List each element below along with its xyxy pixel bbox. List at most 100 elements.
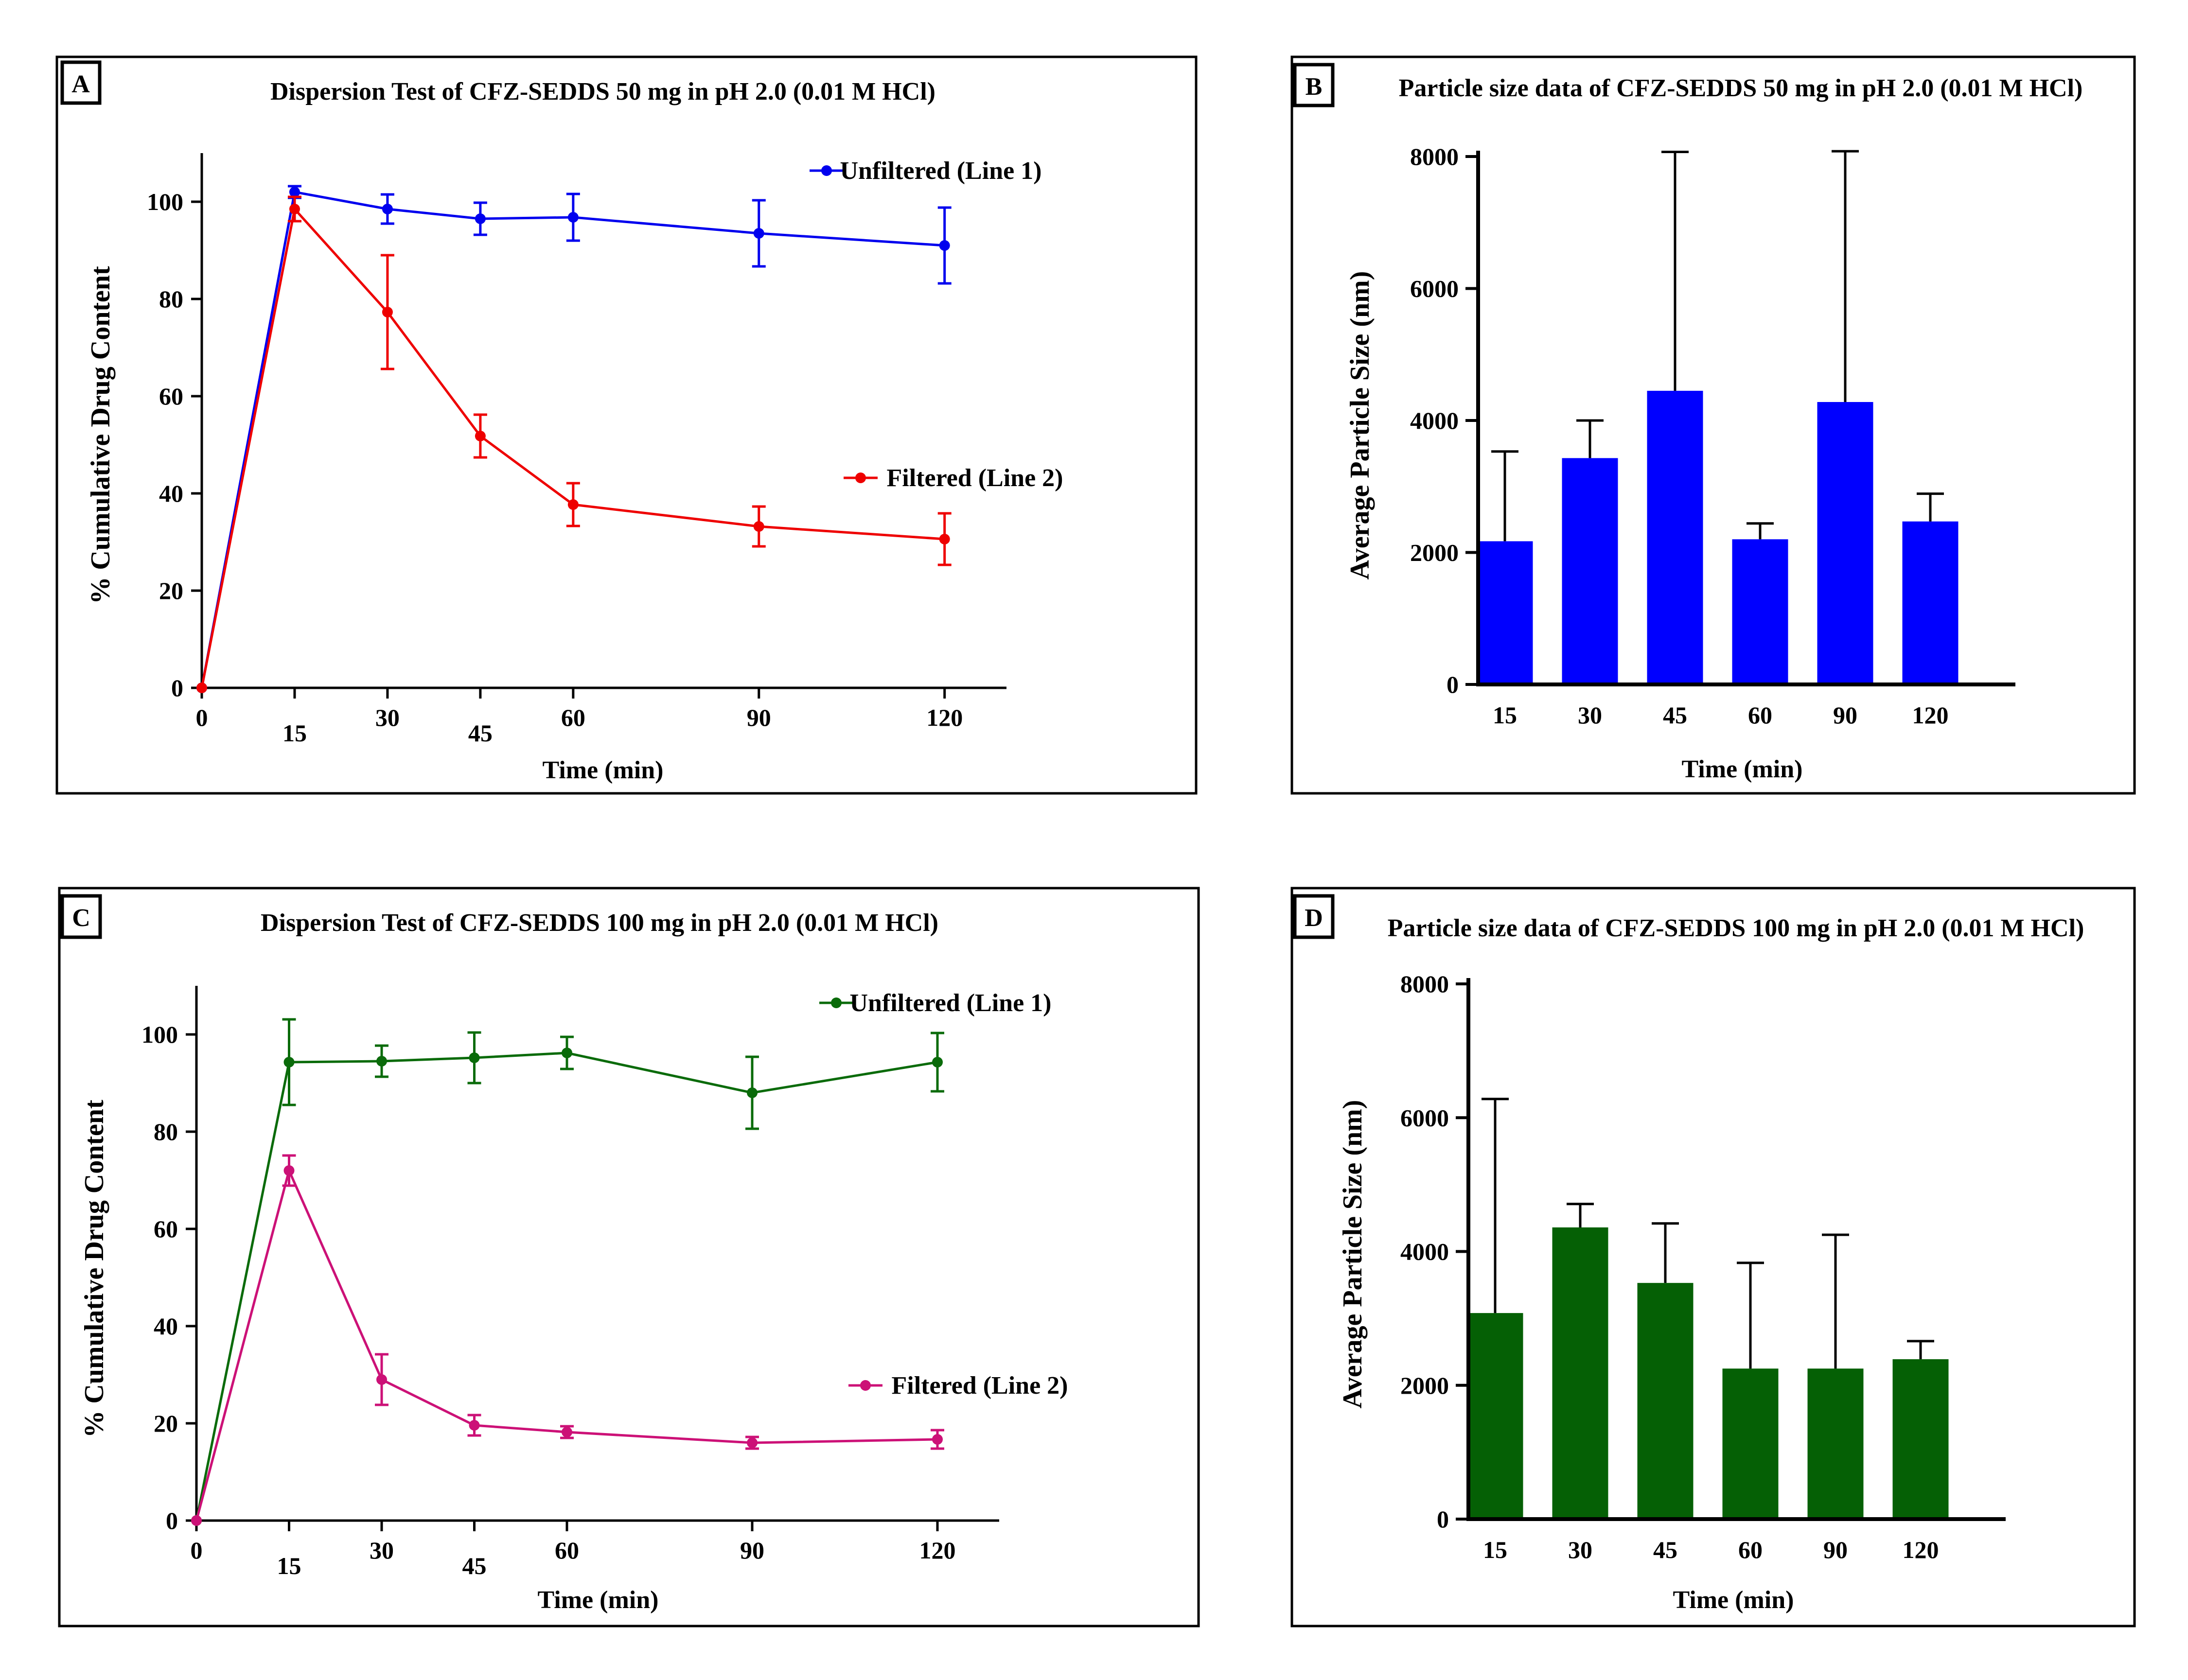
- data-point: [754, 228, 764, 239]
- x-tick-label: 120: [919, 1537, 956, 1564]
- y-tick-label: 0: [171, 674, 183, 701]
- bar: [1732, 539, 1788, 684]
- legend-label: Filtered (Line 2): [892, 1372, 1068, 1400]
- bar: [1647, 391, 1703, 684]
- bar: [1903, 522, 1959, 684]
- y-tick-label: 100: [147, 188, 183, 215]
- bar: [1477, 541, 1533, 684]
- data-point: [382, 204, 393, 214]
- x-tick-label: 60: [561, 704, 585, 731]
- bar: [1893, 1359, 1949, 1519]
- x-tick-label: 30: [370, 1537, 394, 1564]
- data-point: [568, 212, 579, 223]
- data-point: [284, 1165, 295, 1176]
- data-point: [747, 1087, 758, 1098]
- y-tick-label: 4000: [1410, 407, 1459, 434]
- x-tick-label: 15: [1493, 701, 1517, 729]
- data-point: [475, 213, 486, 224]
- data-point: [754, 521, 764, 532]
- x-tick-label: 30: [1578, 701, 1602, 729]
- legend-marker: [821, 165, 832, 176]
- x-tick-label: 30: [1568, 1536, 1592, 1563]
- x-tick-label: 60: [555, 1537, 579, 1564]
- x-tick-label: 15: [282, 719, 307, 747]
- x-tick-label: 120: [1903, 1536, 1939, 1563]
- bar: [1553, 1227, 1608, 1519]
- data-point: [939, 534, 950, 544]
- bar: [1808, 1368, 1864, 1519]
- bar: [1562, 458, 1618, 684]
- data-point: [568, 499, 579, 510]
- data-point: [475, 431, 486, 441]
- x-axis-label: Time (min): [543, 756, 664, 784]
- data-point: [562, 1048, 572, 1058]
- chart-title: Particle size data of CFZ-SEDDS 50 mg in…: [1399, 74, 2083, 102]
- x-tick-label: 60: [1748, 701, 1772, 729]
- x-tick-label: 90: [1823, 1536, 1848, 1563]
- x-tick-label: 15: [277, 1552, 301, 1579]
- bar: [1638, 1283, 1694, 1519]
- data-point: [196, 682, 207, 693]
- panel-label: B: [1306, 73, 1323, 101]
- x-axis-label: Time (min): [1682, 755, 1803, 783]
- x-tick-label: 0: [196, 704, 208, 731]
- data-point: [469, 1420, 480, 1431]
- x-tick-label: 30: [375, 704, 400, 731]
- x-tick-label: 90: [740, 1537, 764, 1564]
- y-tick-label: 0: [166, 1507, 178, 1534]
- y-tick-label: 60: [154, 1215, 178, 1242]
- legend-label: Unfiltered (Line 1): [850, 989, 1052, 1017]
- bar: [1817, 402, 1873, 684]
- panel-label: C: [72, 904, 90, 932]
- data-point: [939, 240, 950, 251]
- y-tick-label: 60: [159, 383, 183, 410]
- y-tick-label: 80: [154, 1118, 178, 1145]
- chart-title: Dispersion Test of CFZ-SEDDS 50 mg in pH…: [270, 78, 935, 105]
- y-tick-label: 0: [1447, 671, 1459, 698]
- y-tick-label: 40: [154, 1312, 178, 1340]
- x-axis-label: Time (min): [1673, 1586, 1794, 1614]
- y-tick-label: 80: [159, 285, 183, 313]
- x-axis-label: Time (min): [538, 1586, 659, 1614]
- y-tick-label: 2000: [1400, 1372, 1449, 1399]
- x-tick-label: 45: [1653, 1536, 1677, 1563]
- y-tick-label: 2000: [1410, 539, 1459, 566]
- legend-marker: [855, 472, 866, 483]
- y-tick-label: 8000: [1410, 143, 1459, 170]
- chart-title: Dispersion Test of CFZ-SEDDS 100 mg in p…: [261, 909, 938, 937]
- data-point: [469, 1052, 480, 1063]
- data-point: [191, 1515, 202, 1526]
- x-tick-label: 90: [1833, 701, 1857, 729]
- legend-label: Filtered (Line 2): [887, 464, 1063, 492]
- x-tick-label: 0: [191, 1537, 203, 1564]
- legend-marker: [860, 1380, 871, 1391]
- y-tick-label: 4000: [1400, 1238, 1449, 1265]
- y-axis-label: Average Particle Size (nm): [1338, 1100, 1368, 1409]
- data-point: [382, 307, 393, 317]
- data-point: [747, 1437, 758, 1448]
- y-tick-label: 6000: [1400, 1104, 1449, 1131]
- x-tick-label: 120: [926, 704, 963, 731]
- x-tick-label: 45: [462, 1552, 487, 1579]
- figure-canvas: A Dispersion Test of CFZ-SEDDS 50 mg in …: [0, 0, 2188, 1680]
- data-point: [932, 1057, 943, 1068]
- data-point: [284, 1057, 295, 1068]
- y-tick-label: 20: [154, 1410, 178, 1437]
- x-tick-label: 90: [747, 704, 771, 731]
- y-axis-label: Average Particle Size (nm): [1345, 271, 1375, 580]
- y-tick-label: 20: [159, 577, 183, 604]
- data-point: [289, 204, 300, 214]
- x-tick-label: 45: [468, 719, 493, 747]
- y-axis-label: % Cumulative Drug Content: [79, 1100, 109, 1438]
- y-tick-label: 6000: [1410, 275, 1459, 302]
- chart-title: Particle size data of CFZ-SEDDS 100 mg i…: [1388, 914, 2084, 942]
- y-tick-label: 8000: [1400, 970, 1449, 998]
- x-tick-label: 45: [1663, 701, 1687, 729]
- x-tick-label: 60: [1738, 1536, 1763, 1563]
- legend-label: Unfiltered (Line 1): [840, 157, 1042, 185]
- y-tick-label: 40: [159, 480, 183, 507]
- panel-label: D: [1305, 904, 1323, 932]
- bar: [1467, 1313, 1523, 1519]
- panel-label: A: [71, 70, 90, 98]
- x-tick-label: 15: [1483, 1536, 1507, 1563]
